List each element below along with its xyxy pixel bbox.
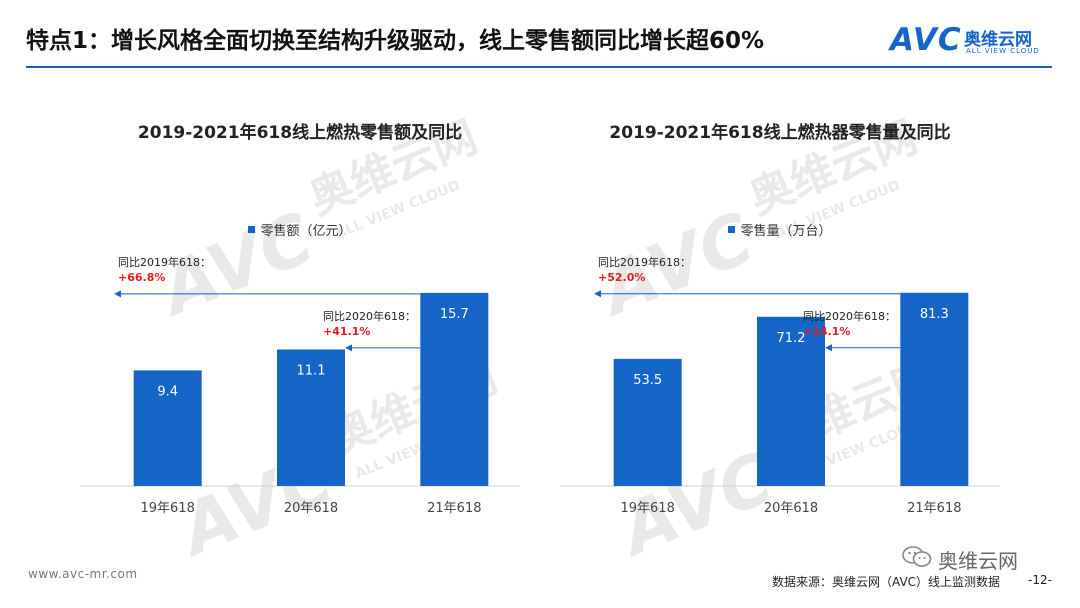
data-label: 81.3 xyxy=(920,307,949,322)
brand-logo: AVC 奥维云网 ALL VIEW CLOUD xyxy=(890,20,1060,64)
chart-plot: 9.4 19年618 11.1 20年618 15.7 21年618 同比2019年618：… xyxy=(80,255,520,516)
page-title: 特点1：增长风格全面切换至结构升级驱动，线上零售额同比增长超60% xyxy=(26,28,765,54)
legend-label: 零售量（万台） xyxy=(740,224,832,239)
chart-legend: 零售量（万台） xyxy=(560,220,1000,239)
tick-label: 21年618 xyxy=(907,501,961,516)
data-label: 9.4 xyxy=(157,384,178,399)
annotation-value: +52.0% xyxy=(598,271,645,284)
tick-label: 20年618 xyxy=(284,501,338,516)
footer-url: www.avc-mr.com xyxy=(28,567,138,581)
chart-legend: 零售额（亿元） xyxy=(80,220,520,239)
bar xyxy=(757,316,825,486)
annotation-label: 同比2019年618： xyxy=(118,255,211,269)
chart-title: 2019-2021年618线上燃热器零售量及同比 xyxy=(609,123,951,143)
data-label: 15.7 xyxy=(440,307,469,322)
wechat-icon xyxy=(902,546,932,567)
tick-label: 21年618 xyxy=(427,501,481,516)
chart-title: 2019-2021年618线上燃热零售额及同比 xyxy=(137,123,463,143)
annotation-value: +41.1% xyxy=(323,325,370,338)
page-number: -12- xyxy=(1028,573,1052,587)
annotation-label: 同比2020年618： xyxy=(803,309,896,323)
annotation-label: 同比2020年618： xyxy=(323,309,416,323)
arrow-head xyxy=(594,290,601,298)
arrow-head xyxy=(114,290,121,298)
tick-label: 19年618 xyxy=(620,501,674,516)
chart-plot: 53.5 19年618 71.2 20年618 81.3 21年618 同比2019年618… xyxy=(560,255,1000,516)
annotation-value: +14.1% xyxy=(803,325,850,338)
legend-swatch xyxy=(728,226,736,233)
chart-retail-volume: 2019-2021年618线上燃热器零售量及同比 零售量（万台） 53.5 19年… xyxy=(560,100,1000,530)
data-label: 11.1 xyxy=(297,363,326,378)
annotation-value: +66.8% xyxy=(118,271,165,284)
legend-swatch xyxy=(248,226,256,233)
tick-label: 19年618 xyxy=(140,501,194,516)
bar xyxy=(613,358,682,486)
bar xyxy=(420,292,489,486)
legend-label: 零售额（亿元） xyxy=(260,224,352,239)
logo-name-en: ALL VIEW CLOUD xyxy=(966,47,1040,55)
arrow-head xyxy=(825,344,832,352)
data-source: 数据来源：奥维云网（AVC）线上监测数据 xyxy=(772,575,1001,589)
wechat-name: 奥维云网 xyxy=(938,549,1018,573)
bar xyxy=(900,292,969,486)
bar xyxy=(277,349,345,486)
title-divider xyxy=(26,66,1052,68)
annotation-label: 同比2019年618： xyxy=(598,255,691,269)
logo-name-cn: 奥维云网 xyxy=(964,30,1032,50)
bar xyxy=(133,370,202,486)
chart-retail-sales: 2019-2021年618线上燃热零售额及同比 零售额（亿元） 9.4 19年61… xyxy=(80,100,520,530)
data-label: 53.5 xyxy=(633,373,662,388)
wechat-account: 奥维云网 xyxy=(902,544,1062,573)
tick-label: 20年618 xyxy=(764,501,818,516)
arrow-head xyxy=(345,344,352,352)
data-label: 71.2 xyxy=(777,331,806,346)
logo-mark: AVC xyxy=(890,22,962,58)
